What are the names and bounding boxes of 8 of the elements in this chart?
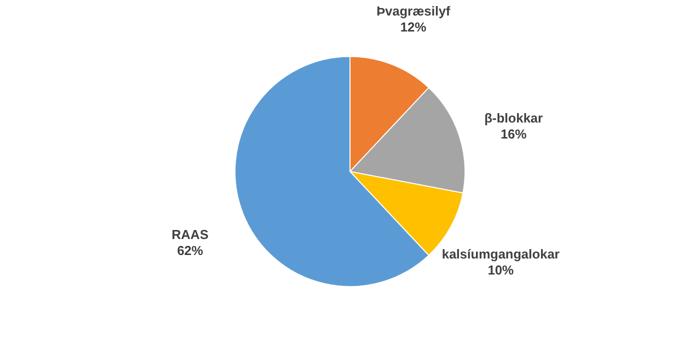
data-label: 12% bbox=[400, 20, 427, 35]
slice-label: Þvagræsilyf bbox=[376, 4, 451, 19]
data-label: 62% bbox=[177, 242, 204, 258]
data-label: 16% bbox=[500, 126, 528, 142]
slice-label: kalsíumgangalokar bbox=[442, 246, 560, 262]
data-label: 10% bbox=[488, 262, 514, 278]
slice-label: β-blokkar bbox=[484, 110, 543, 126]
slice-label: RAAS bbox=[172, 226, 209, 242]
